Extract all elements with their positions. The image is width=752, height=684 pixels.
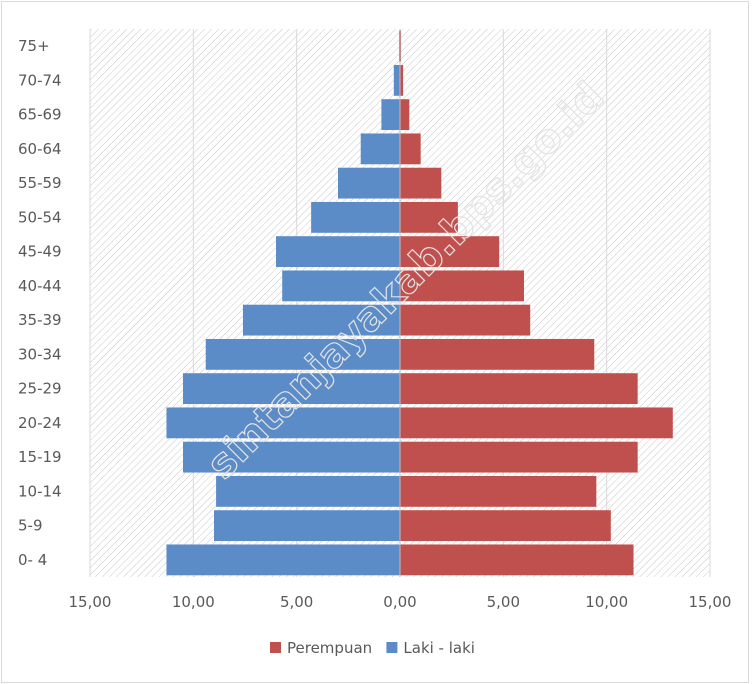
y-tick-label: 70-74 — [18, 71, 62, 89]
x-tick-label: 15,00 — [689, 593, 732, 611]
bar-perempuan — [400, 270, 524, 302]
y-tick-label: 45-49 — [18, 243, 62, 261]
bar-perempuan — [400, 133, 421, 165]
bar-perempuan — [400, 30, 402, 62]
y-tick-label: 35-39 — [18, 311, 62, 329]
bar-perempuan — [400, 304, 531, 336]
bar-laki-laki — [166, 407, 400, 439]
y-tick-label: 60-64 — [18, 140, 62, 158]
x-tick-label: 0,00 — [383, 593, 416, 611]
bar-perempuan — [400, 407, 673, 439]
legend-label: Laki - laki — [403, 639, 475, 657]
bar-perempuan — [400, 64, 404, 96]
bar-perempuan — [400, 338, 595, 370]
y-tick-label: 10-14 — [18, 482, 62, 500]
y-tick-label: 65-69 — [18, 106, 62, 124]
y-tick-label: 40-44 — [18, 277, 62, 295]
x-tick-label: 15,00 — [69, 593, 112, 611]
y-tick-label: 30-34 — [18, 345, 62, 363]
x-tick-label: 10,00 — [585, 593, 628, 611]
bar-perempuan — [400, 201, 458, 233]
bars — [166, 30, 673, 576]
bar-laki-laki — [398, 30, 400, 62]
bar-perempuan — [400, 441, 638, 473]
legend-swatch — [386, 642, 398, 653]
bar-perempuan — [400, 99, 410, 131]
y-tick-label: 75+ — [18, 37, 50, 55]
legend-swatch — [270, 642, 281, 653]
bar-laki-laki — [393, 64, 400, 96]
bar-laki-laki — [183, 373, 400, 405]
legend: Perempuan Laki - laki — [270, 639, 475, 657]
axes: 0- 4 5-9 10-14 15-19 20-24 25-29 30-34 35-39 40-… — [18, 29, 731, 611]
bar-laki-laki — [183, 441, 400, 473]
bar-laki-laki — [360, 133, 400, 165]
y-tick-label: 50-54 — [18, 208, 62, 226]
bar-perempuan — [400, 475, 597, 507]
legend-label: Perempuan — [287, 639, 372, 657]
bar-perempuan — [400, 544, 634, 576]
y-tick-label: 55-59 — [18, 174, 62, 192]
bar-laki-laki — [381, 99, 400, 131]
bar-laki-laki — [214, 510, 400, 542]
y-tick-label: 20-24 — [18, 414, 62, 432]
bar-laki-laki — [242, 304, 400, 336]
y-tick-label: 5-9 — [18, 517, 43, 535]
x-tick-label: 5,00 — [487, 593, 520, 611]
bar-perempuan — [400, 373, 638, 405]
bar-perempuan — [400, 236, 500, 268]
x-tick-label: 5,00 — [280, 593, 313, 611]
bar-perempuan — [400, 167, 442, 199]
bar-laki-laki — [276, 236, 400, 268]
y-tick-label: 15-19 — [18, 448, 62, 466]
y-tick-label: 25-29 — [18, 380, 62, 398]
bar-perempuan — [400, 510, 611, 542]
y-tick-label: 0- 4 — [18, 551, 47, 569]
bar-laki-laki — [205, 338, 400, 370]
bar-laki-laki — [216, 475, 400, 507]
bar-laki-laki — [282, 270, 400, 302]
x-tick-label: 10,00 — [172, 593, 215, 611]
bar-laki-laki — [166, 544, 400, 576]
bar-laki-laki — [338, 167, 400, 199]
bar-laki-laki — [311, 201, 400, 233]
